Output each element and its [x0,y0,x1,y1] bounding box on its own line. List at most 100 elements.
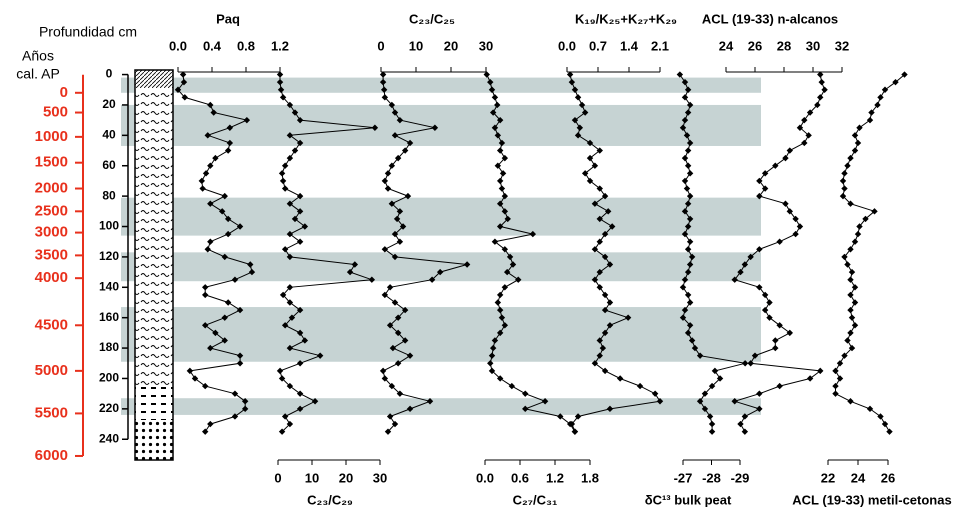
data-point [596,352,603,359]
data-point [608,223,616,230]
data-point [279,177,287,185]
data-point [586,154,594,162]
data-point [436,268,444,276]
x-tick-label: 32 [835,38,849,53]
data-point [686,170,694,177]
data-point [851,132,859,139]
data-point [596,284,603,291]
data-point [684,147,692,154]
data-point [681,78,689,86]
x-tick-label: 10 [305,470,319,485]
data-point [296,192,304,200]
data-point [606,322,614,329]
data-point [688,253,696,261]
data-point [684,291,692,299]
data-point [586,139,594,147]
x-tick-label: 0.0 [169,38,187,53]
age-tick-label: 3000 [35,224,68,241]
depth-label: Profundidad cm [39,24,137,40]
data-point [231,276,239,283]
data-point [224,299,232,306]
data-point [231,413,239,420]
data-point [792,215,799,223]
data-point [394,329,402,337]
data-point [301,337,309,344]
data-point [814,101,821,109]
data-point [772,344,779,352]
data-point [380,86,388,93]
data-point [207,344,214,352]
data-point [296,208,304,215]
data-point [286,284,294,291]
data-point [684,109,692,116]
data-point [847,306,854,314]
depth-tick-label: 200 [99,371,119,385]
data-point [836,375,844,382]
data-point [368,276,376,283]
data-point [856,223,863,230]
data-point [818,78,825,86]
data-point [509,261,517,268]
data-point [568,78,576,86]
data-point [586,177,594,185]
x-tick-label: 0.8 [237,38,255,53]
data-point [581,170,589,177]
data-point [681,306,689,314]
depth-tick-label: 160 [99,310,119,324]
data-point [489,344,497,352]
data-point [174,86,182,93]
data-point [679,284,687,291]
data-point [591,360,599,367]
data-point [591,246,599,253]
data-point [186,367,194,375]
data-point [491,94,499,101]
data-point [286,230,294,238]
shaded-interval [121,398,761,415]
age-tick-label: 5500 [35,404,68,421]
data-point [761,291,769,299]
data-point [766,314,773,321]
x-tick-label: 22 [821,470,835,485]
data-point [679,124,687,131]
data-point [737,420,744,428]
x-tick-label: -28 [702,470,721,485]
data-point [384,185,392,192]
data-point [591,200,599,207]
data-point [236,352,244,359]
data-point [286,299,294,306]
age-tick-label: 4000 [35,269,68,286]
data-point [496,375,504,382]
data-point [817,94,824,101]
data-point [606,299,614,306]
data-point [494,162,502,169]
data-point [772,337,779,344]
data-point [286,420,294,428]
x-tick-label: 30 [373,470,387,485]
data-point [841,185,848,192]
data-point [278,428,286,435]
data-point [386,413,394,420]
data-point [277,86,285,93]
data-point [207,420,214,428]
data-point [574,132,582,139]
data-point [696,398,704,405]
data-point [393,215,401,223]
data-point [346,268,354,276]
data-point [207,200,214,207]
data-point [686,238,694,245]
data-point [488,367,496,375]
data-point [892,78,899,86]
data-point [751,352,759,359]
data-point [832,382,839,390]
data-point [568,420,576,428]
data-point [296,139,304,147]
data-point [388,162,396,169]
age-tick-label: 2500 [35,202,68,219]
data-point [212,154,219,162]
data-point [286,101,294,109]
data-point [202,291,209,299]
data-point [210,109,217,116]
shaded-interval [121,77,761,93]
data-point [606,405,614,413]
data-point [286,253,294,261]
